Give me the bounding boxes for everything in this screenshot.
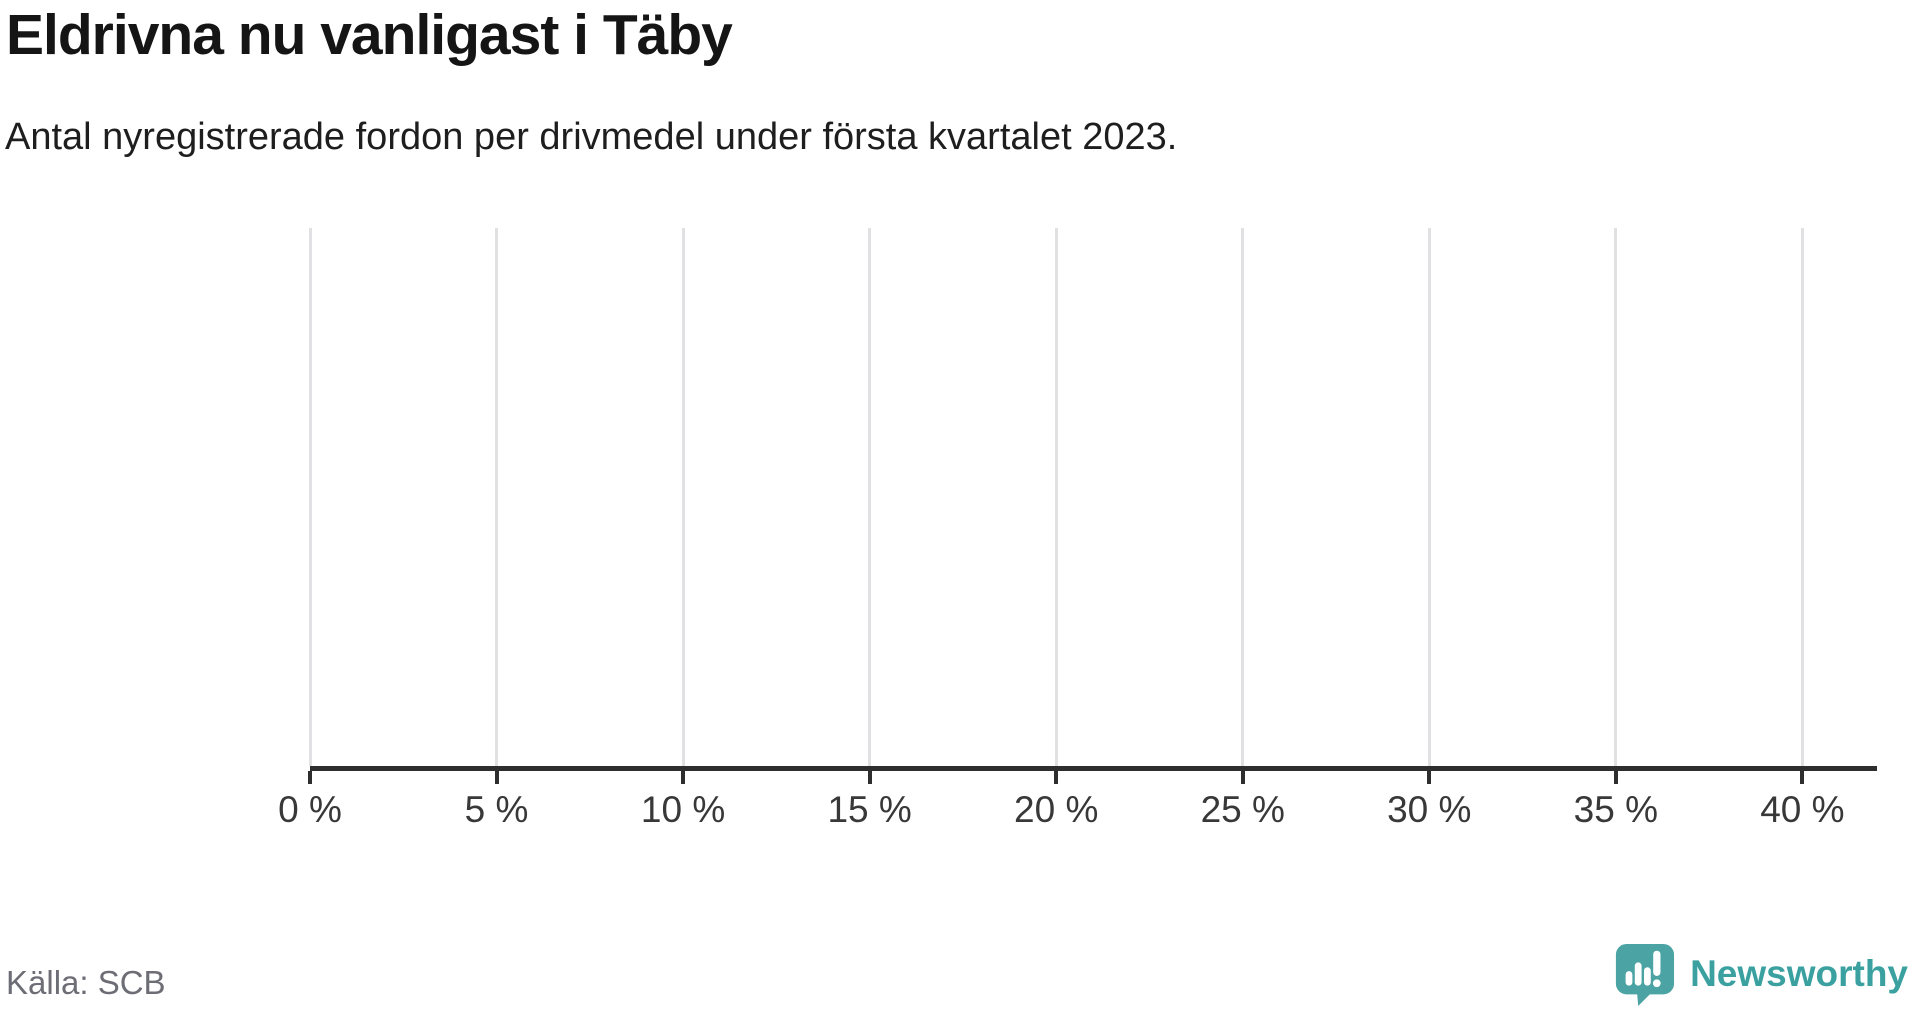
newsworthy-logo-link[interactable]: Newsworthy (1613, 941, 1908, 1007)
x-axis-tick (494, 771, 499, 784)
x-axis-tick (1613, 771, 1618, 784)
x-axis-tick-label: 10 % (640, 789, 726, 830)
chart-title: Eldrivna nu vanligast i Täby (6, 3, 733, 67)
bar-rows (310, 228, 1877, 766)
x-axis-tick-label: 25 % (1200, 789, 1285, 830)
x-axis-tick-label: 35 % (1573, 789, 1658, 830)
newsworthy-wordmark: Newsworthy (1690, 953, 1908, 994)
x-axis-tick-label: 5 % (464, 789, 529, 830)
y-axis-labels (0, 228, 292, 766)
gridline (1427, 228, 1431, 766)
gridline (308, 228, 312, 766)
gridline (1800, 228, 1804, 766)
x-axis-tick (1054, 771, 1059, 784)
x-axis-tick (1800, 771, 1805, 784)
newsworthy-bubble-chart-icon (1615, 943, 1675, 1006)
source-note: Källa: SCB (6, 964, 166, 1001)
x-ticks (308, 771, 1877, 784)
x-axis-tick-label: 20 % (1014, 789, 1099, 830)
x-axis-tick (308, 771, 312, 784)
x-axis-tick-label: 0 % (278, 789, 342, 830)
x-axis-tick (867, 771, 872, 784)
gridline (495, 228, 499, 766)
x-axis-tick-label: 15 % (827, 789, 912, 830)
gridline (1054, 228, 1058, 766)
gridline (868, 228, 872, 766)
gridline (1614, 228, 1618, 766)
x-axis-tick (1240, 771, 1245, 784)
gridline (1241, 228, 1245, 766)
x-axis-tick (681, 771, 686, 784)
x-axis-tick (1427, 771, 1432, 784)
plot-area (308, 228, 1877, 771)
gridline (681, 228, 685, 766)
x-axis-tick-label: 40 % (1760, 789, 1845, 830)
x-axis-tick-label: 30 % (1387, 789, 1472, 830)
chart-subtitle: Antal nyregistrerade fordon per drivmede… (5, 116, 1178, 158)
x-tick-labels: 0 % 5 % 10 % 15 % 20 % 25 % 30 % 35 % 40 % (278, 789, 1877, 833)
